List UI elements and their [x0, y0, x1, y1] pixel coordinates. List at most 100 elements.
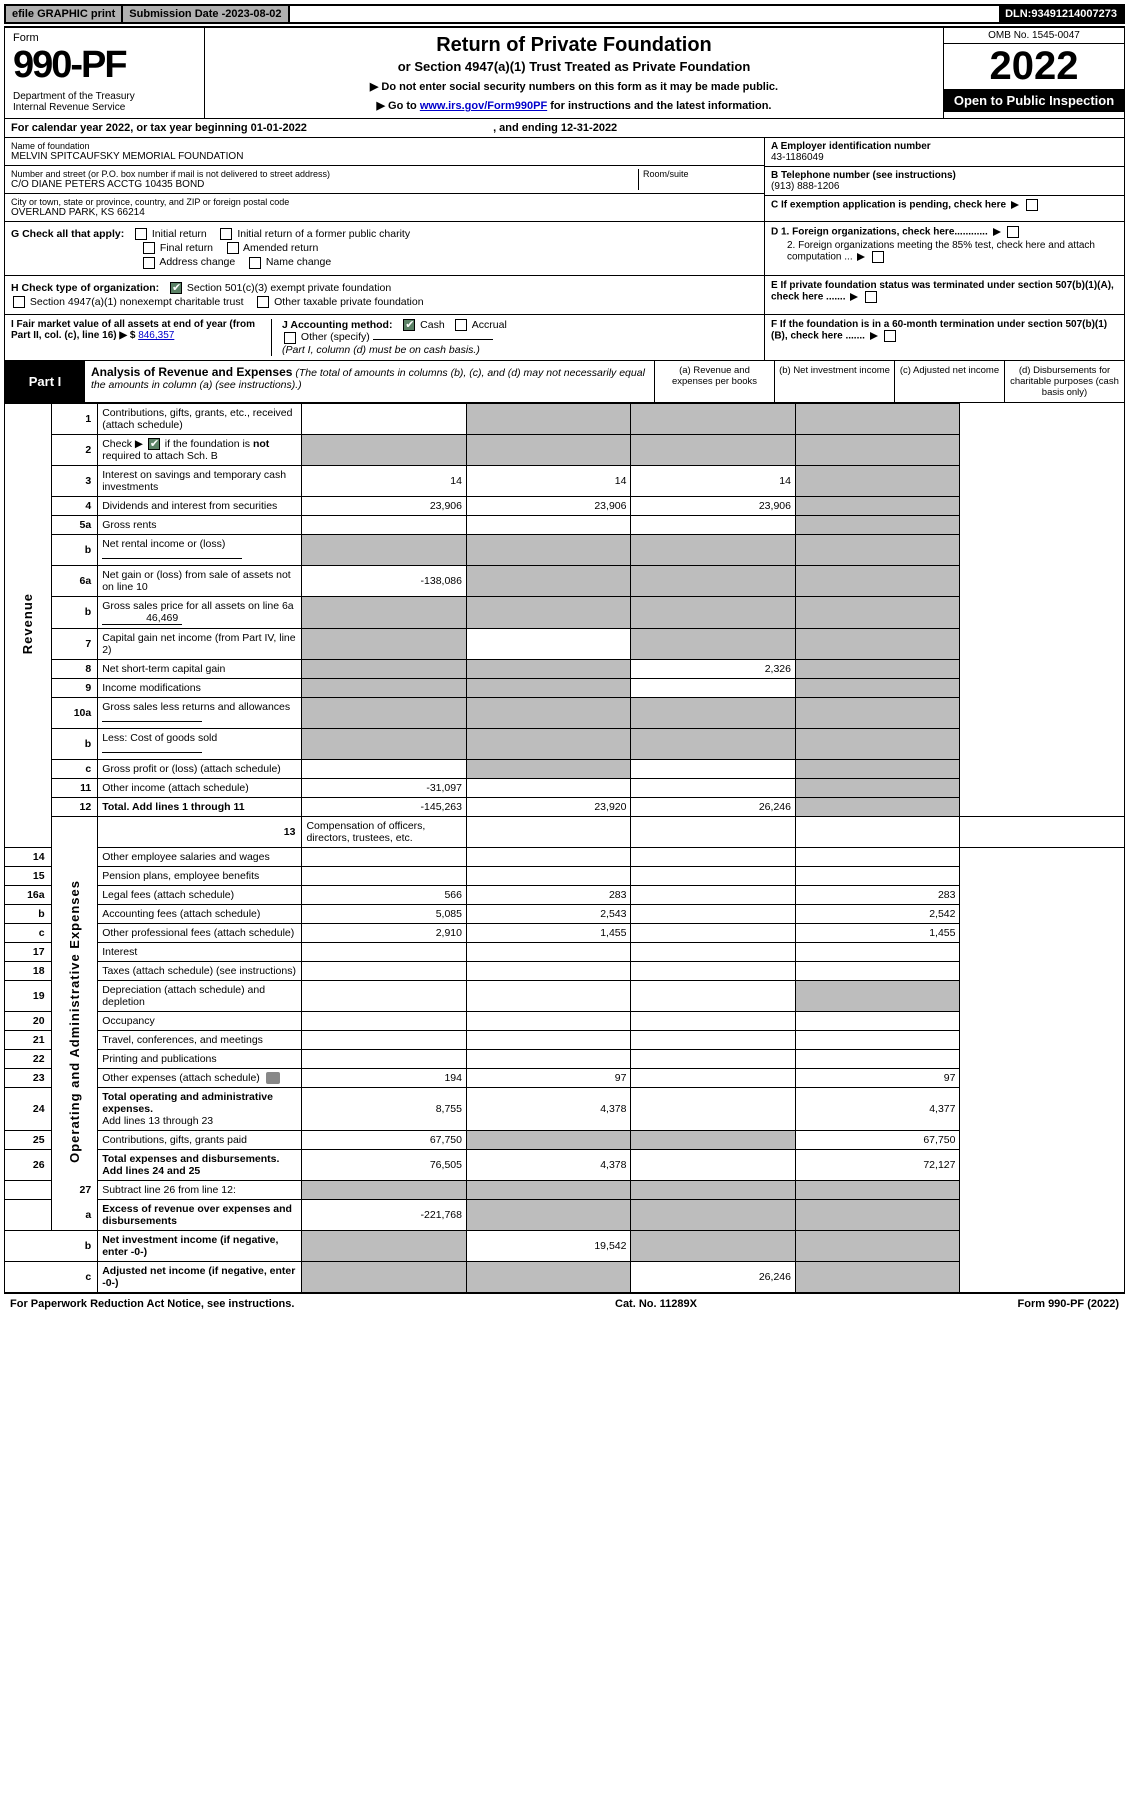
- table-row: 18Taxes (attach schedule) (see instructi…: [5, 961, 1125, 980]
- amt-b: 4,378: [466, 1149, 631, 1180]
- line-num: 5a: [51, 515, 98, 534]
- foundation-city: OVERLAND PARK, KS 66214: [11, 207, 758, 218]
- line-desc: Dividends and interest from securities: [98, 496, 302, 515]
- line-desc: Printing and publications: [98, 1049, 302, 1068]
- header-right: OMB No. 1545-0047 2022 Open to Public In…: [944, 28, 1124, 118]
- table-row: bAccounting fees (attach schedule)5,0852…: [5, 904, 1125, 923]
- subdate-value: 2023-08-02: [225, 8, 281, 20]
- line-desc: Capital gain net income (from Part IV, l…: [98, 628, 302, 659]
- table-row: 6a Net gain or (loss) from sale of asset…: [5, 565, 1125, 596]
- line-num: 27: [5, 1180, 98, 1199]
- omb-number: OMB No. 1545-0047: [944, 28, 1124, 44]
- d1-checkbox[interactable]: [1007, 226, 1019, 238]
- foundation-address: C/O DIANE PETERS ACCTG 10435 BOND: [11, 179, 638, 190]
- line-desc: Contributions, gifts, grants paid: [98, 1130, 302, 1149]
- line-num: 17: [5, 942, 52, 961]
- line-num: 4: [51, 496, 98, 515]
- j-other-checkbox[interactable]: [284, 332, 296, 344]
- g-final-checkbox[interactable]: [143, 242, 155, 254]
- line-desc: Depreciation (attach schedule) and deple…: [98, 980, 302, 1011]
- page-title: Return of Private Foundation: [213, 34, 935, 57]
- table-row: bNet investment income (if negative, ent…: [5, 1230, 1125, 1261]
- instruction-2: ▶ Go to www.irs.gov/Form990PF for instru…: [213, 99, 935, 112]
- line-num: 25: [5, 1130, 52, 1149]
- h-501c3-checkbox[interactable]: [170, 282, 182, 294]
- amt-c: 14: [631, 465, 796, 496]
- e-checkbox[interactable]: [865, 291, 877, 303]
- form-word: Form: [13, 32, 196, 44]
- g-initial-former-checkbox[interactable]: [220, 228, 232, 240]
- g-name-checkbox[interactable]: [249, 257, 261, 269]
- j-cash-checkbox[interactable]: [403, 319, 415, 331]
- attachment-icon[interactable]: [266, 1072, 280, 1084]
- name-label: Name of foundation: [11, 141, 758, 151]
- cal-begin: 01-01-2022: [251, 122, 307, 134]
- line-desc: Contributions, gifts, grants, etc., rece…: [98, 403, 302, 434]
- amt-a: 23,906: [302, 496, 467, 515]
- amt-a: 194: [302, 1068, 467, 1087]
- table-row: 15Pension plans, employee benefits: [5, 866, 1125, 885]
- line-num: 13: [98, 816, 302, 847]
- g-address-checkbox[interactable]: [143, 257, 155, 269]
- part1-label: Part I: [5, 361, 85, 402]
- table-row: 11 Other income (attach schedule) -31,09…: [5, 778, 1125, 797]
- g-amended-checkbox[interactable]: [227, 242, 239, 254]
- line-desc: Other employee salaries and wages: [98, 847, 302, 866]
- g-amended: Amended return: [243, 242, 318, 254]
- amt-a: 67,750: [302, 1130, 467, 1149]
- h-other-checkbox[interactable]: [257, 296, 269, 308]
- ein-cell: A Employer identification number 43-1186…: [765, 138, 1124, 167]
- line-desc: Travel, conferences, and meetings: [98, 1030, 302, 1049]
- h-4947-checkbox[interactable]: [13, 296, 25, 308]
- cal-mid: , and ending: [493, 122, 561, 134]
- cal-pre: For calendar year 2022, or tax year begi…: [11, 122, 251, 134]
- col-c-header: (c) Adjusted net income: [894, 361, 1004, 402]
- table-row: 27Subtract line 26 from line 12:: [5, 1180, 1125, 1199]
- line-num: c: [51, 759, 98, 778]
- line-desc: Taxes (attach schedule) (see instruction…: [98, 961, 302, 980]
- i-label: I Fair market value of all assets at end…: [11, 319, 255, 341]
- amt-a: 76,505: [302, 1149, 467, 1180]
- line-desc: Excess of revenue over expenses and disb…: [98, 1199, 302, 1230]
- header-center: Return of Private Foundation or Section …: [205, 28, 944, 118]
- revenue-vertical-label: Revenue: [5, 403, 52, 847]
- d2-row: 2. Foreign organizations meeting the 85%…: [771, 240, 1118, 263]
- line-num: 24: [5, 1087, 52, 1130]
- page-footer: For Paperwork Reduction Act Notice, see …: [4, 1293, 1125, 1314]
- amt-a: 8,755: [302, 1087, 467, 1130]
- amt-a: 2,910: [302, 923, 467, 942]
- city-label: City or town, state or province, country…: [11, 197, 758, 207]
- g-final: Final return: [160, 242, 213, 254]
- schb-checkbox[interactable]: [148, 438, 160, 450]
- g-initial: Initial return: [152, 228, 207, 240]
- line-desc: Subtract line 26 from line 12:: [98, 1180, 302, 1199]
- j-accrual-checkbox[interactable]: [455, 319, 467, 331]
- instruction-1: ▶ Do not enter social security numbers o…: [213, 80, 935, 93]
- line-num: 26: [5, 1149, 52, 1180]
- instructions-link[interactable]: www.irs.gov/Form990PF: [420, 100, 547, 112]
- f-checkbox[interactable]: [884, 330, 896, 342]
- h-4947: Section 4947(a)(1) nonexempt charitable …: [30, 296, 244, 308]
- amt-a: -145,263: [302, 797, 467, 816]
- c-checkbox[interactable]: [1026, 199, 1038, 211]
- footer-right-pre: Form: [1018, 1298, 1049, 1310]
- form-header: Form 990-PF Department of the Treasury I…: [4, 26, 1125, 119]
- efile-print[interactable]: efile GRAPHIC print: [6, 6, 123, 22]
- line-num: b: [5, 904, 52, 923]
- line-num: b: [51, 728, 98, 759]
- amt-b: 23,920: [466, 797, 631, 816]
- table-row: Operating and Administrative Expenses 13…: [5, 816, 1125, 847]
- amt-d: 1,455: [795, 923, 960, 942]
- g-row: G Check all that apply: Initial return I…: [11, 228, 758, 240]
- r2-not: not: [253, 438, 269, 450]
- line-num: c: [5, 1261, 98, 1292]
- d2-checkbox[interactable]: [872, 251, 884, 263]
- amt-b: 14: [466, 465, 631, 496]
- line-desc: Gross sales less returns and allowances: [98, 697, 302, 728]
- g-row2: Final return Amended return: [11, 242, 758, 254]
- line-desc: Legal fees (attach schedule): [98, 885, 302, 904]
- col-a-header: (a) Revenue and expenses per books: [654, 361, 774, 402]
- f-label: F If the foundation is in a 60-month ter…: [771, 319, 1107, 342]
- d1-row: D 1. Foreign organizations, check here..…: [771, 226, 1118, 238]
- g-initial-checkbox[interactable]: [135, 228, 147, 240]
